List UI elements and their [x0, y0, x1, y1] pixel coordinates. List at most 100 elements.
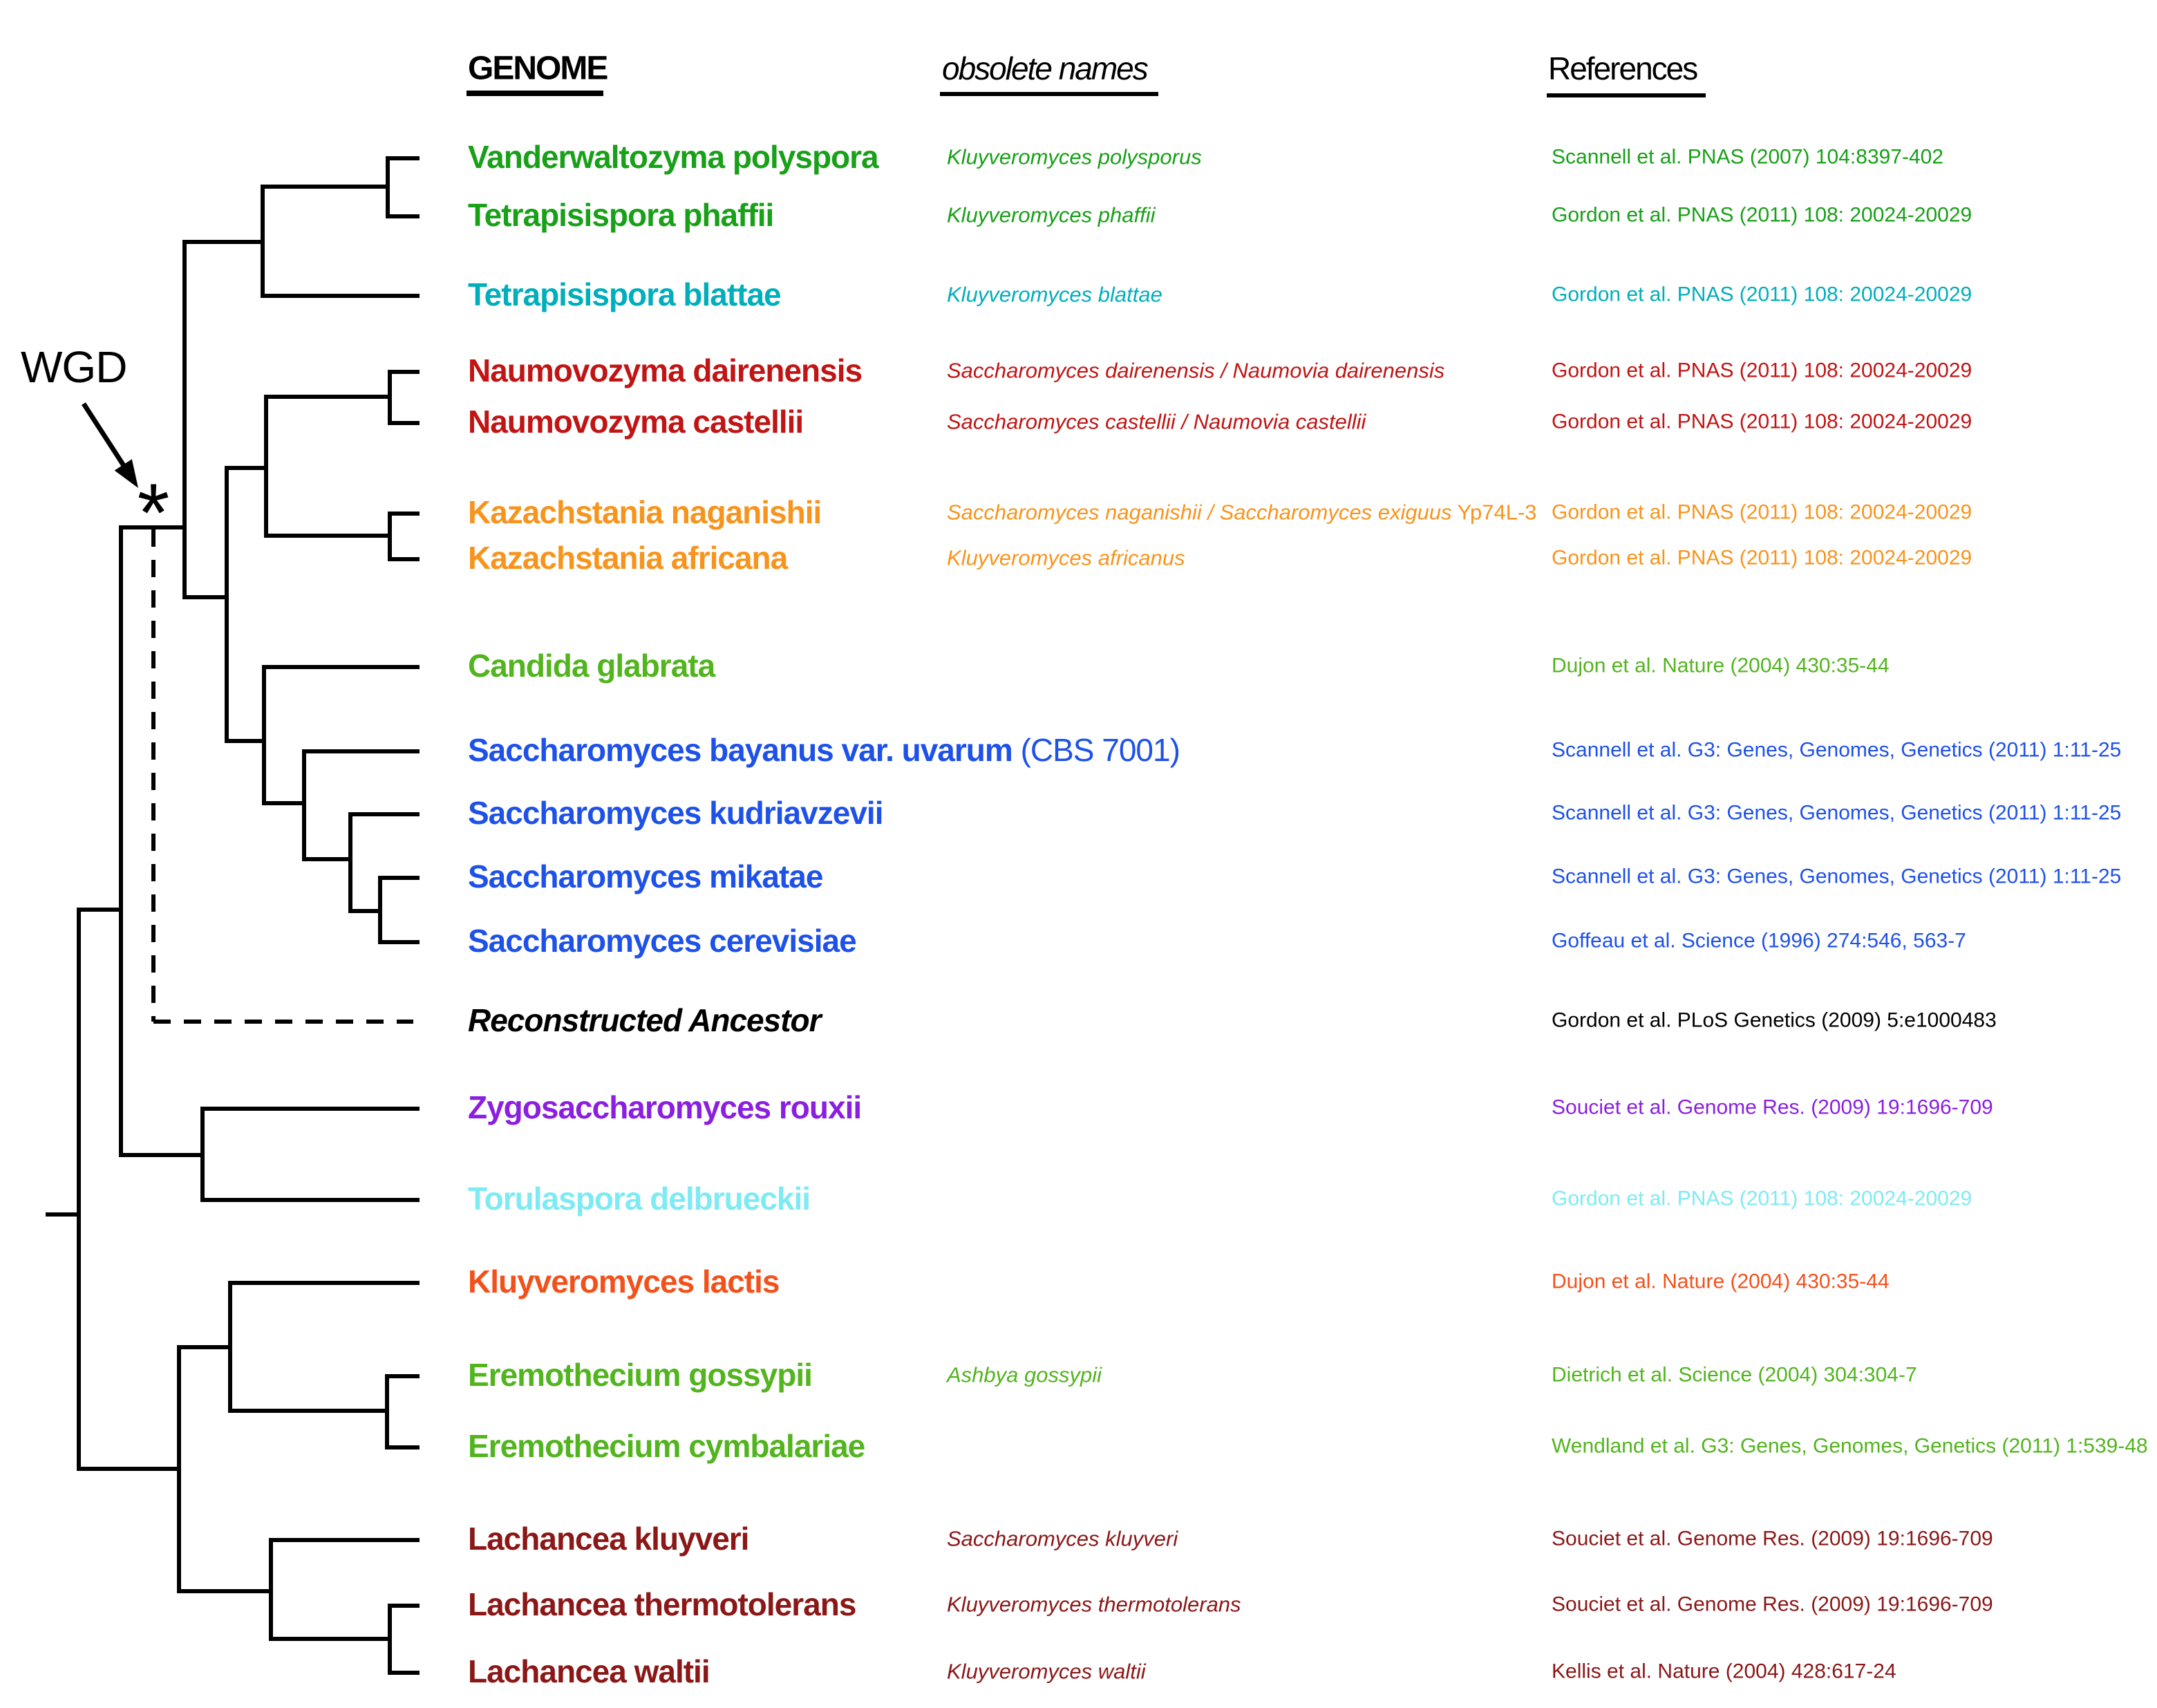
obsolete-name-text: Kluyveromyces thermotolerans: [947, 1592, 1241, 1617]
genome-name-text: Saccharomyces kudriavzevii: [468, 794, 883, 831]
obsolete-name: Kluyveromyces africanus: [947, 546, 1185, 571]
reference: Gordon et al. PNAS (2011) 108: 20024-200…: [1552, 203, 1972, 227]
reference: Scannell et al. G3: Genes, Genomes, Gene…: [1552, 801, 2122, 825]
tree-branch-v: [348, 812, 352, 913]
genome-name: Saccharomyces bayanus var. uvarum (CBS 7…: [468, 731, 1180, 769]
obsolete-names-column-header: obsolete names: [942, 50, 1149, 86]
tree-branch-v: [264, 395, 268, 538]
genome-name: Kluyveromyces lactis: [468, 1263, 780, 1300]
obsolete-header-underline: [940, 92, 1158, 96]
reference: Scannell et al. PNAS (2007) 104:8397-402: [1552, 145, 1944, 169]
obsolete-name-text: Saccharomyces dairenensis / Naumovia dai…: [947, 358, 1445, 383]
genome-name-text: Saccharomyces cerevisiae: [468, 922, 857, 959]
genome-name-text: Eremothecium gossypii: [468, 1356, 813, 1393]
obsolete-name: Ashbya gossypii: [947, 1363, 1102, 1388]
genome-name-text: Torulaspora delbrueckii: [468, 1180, 811, 1217]
genome-name: Eremothecium cymbalariae: [468, 1427, 865, 1465]
obsolete-name-text: Ashbya gossypii: [947, 1362, 1102, 1387]
obsolete-name: Saccharomyces kluyveri: [947, 1527, 1178, 1552]
tree-branch-h: [350, 812, 420, 816]
tree-branch-h: [121, 525, 185, 529]
genome-name: Tetrapisispora blattae: [468, 276, 782, 313]
ancestor-dashed-line-v: [151, 529, 156, 1022]
genome-name-text: Vanderwaltozyma polyspora: [468, 138, 879, 175]
tree-branch-v: [77, 908, 81, 1471]
obsolete-name-plain-suffix: Yp74L-3: [1451, 500, 1537, 525]
tree-branch-h: [185, 240, 263, 244]
tree-branch-v: [386, 156, 390, 218]
genome-name-text: Lachancea thermotolerans: [468, 1586, 856, 1622]
genome-name-text: Candida glabrata: [468, 647, 715, 684]
reference: Souciet et al. Genome Res. (2009) 19:169…: [1552, 1593, 1993, 1616]
tree-branch-h: [387, 1445, 420, 1449]
obsolete-name-text: Kluyveromyces phaffii: [947, 203, 1156, 227]
genome-name: Torulaspora delbrueckii: [468, 1180, 811, 1217]
reference: Souciet et al. Genome Res. (2009) 19:169…: [1552, 1096, 1993, 1119]
tree-branch-h: [185, 595, 227, 599]
genome-name-suffix: (CBS 7001): [1012, 731, 1180, 768]
genome-name-text: Naumovozyma dairenensis: [468, 352, 863, 388]
obsolete-name: Kluyveromyces blattae: [947, 283, 1162, 308]
genome-name-text: Zygosaccharomyces rouxii: [468, 1089, 862, 1125]
tree-branch-h: [263, 185, 388, 189]
reference: Gordon et al. PNAS (2011) 108: 20024-200…: [1552, 410, 1972, 433]
genome-name-text: Saccharomyces mikatae: [468, 858, 823, 894]
tree-branch-v: [388, 512, 392, 561]
tree-branch-h: [266, 534, 390, 538]
genome-name-text: Kluyveromyces lactis: [468, 1263, 780, 1299]
genome-name-text: Eremothecium cymbalariae: [468, 1427, 865, 1464]
genome-name-text: Lachancea waltii: [468, 1653, 710, 1689]
reference: Dujon et al. Nature (2004) 430:35-44: [1552, 654, 1890, 677]
obsolete-name: Kluyveromyces waltii: [947, 1660, 1146, 1684]
tree-branch-h: [388, 156, 420, 160]
reference: Gordon et al. PNAS (2011) 108: 20024-200…: [1552, 283, 1972, 306]
tree-branch-h: [390, 421, 420, 425]
tree-branch-v: [388, 1604, 392, 1675]
reference: Dietrich et al. Science (2004) 304:304-7: [1552, 1363, 1917, 1387]
genome-name-text: Kazachstania naganishii: [468, 494, 822, 530]
obsolete-name: Kluyveromyces phaffii: [947, 203, 1156, 228]
tree-branch-v: [388, 370, 392, 425]
tree-branch-v: [228, 1281, 232, 1413]
tree-branch-h: [46, 1212, 79, 1217]
genome-name: Saccharomyces mikatae: [468, 858, 823, 895]
tree-branch-h: [227, 739, 264, 743]
obsolete-name-text: Kluyveromyces waltii: [947, 1659, 1146, 1684]
obsolete-name: Saccharomyces naganishii / Saccharomyces…: [947, 500, 1537, 525]
genome-name-text: Tetrapisispora phaffii: [468, 196, 774, 233]
tree-branch-h: [266, 395, 390, 399]
genome-name: Lachancea kluyveri: [468, 1520, 749, 1557]
genome-header-underline: [467, 91, 603, 96]
tree-branch-h: [271, 1538, 420, 1542]
genome-name: Kazachstania naganishii: [468, 494, 822, 531]
tree-branch-h: [390, 512, 420, 516]
reference: Wendland et al. G3: Genes, Genomes, Gene…: [1552, 1434, 2148, 1458]
reference: Scannell et al. G3: Genes, Genomes, Gene…: [1552, 865, 2122, 888]
tree-branch-v: [182, 240, 187, 599]
genome-name: Candida glabrata: [468, 647, 715, 684]
obsolete-name-text: Kluyveromyces blattae: [947, 282, 1162, 307]
tree-branch-v: [261, 185, 265, 298]
genome-name: Vanderwaltozyma polyspora: [468, 138, 879, 176]
tree-branch-v: [200, 1107, 205, 1202]
tree-branch-h: [263, 294, 420, 298]
obsolete-name-text: Kluyveromyces polysporus: [947, 144, 1202, 169]
tree-branch-v: [262, 665, 266, 805]
tree-branch-h: [390, 1671, 420, 1675]
tree-branch-h: [271, 1637, 390, 1641]
tree-branch-h: [227, 466, 266, 470]
tree-branch-h: [79, 1467, 179, 1471]
tree-branch-v: [269, 1538, 273, 1641]
tree-branch-h: [264, 801, 304, 805]
tree-branch-v: [225, 466, 229, 743]
genome-name: Eremothecium gossypii: [468, 1356, 813, 1393]
genome-name: Zygosaccharomyces rouxii: [468, 1089, 862, 1126]
genome-name: Saccharomyces cerevisiae: [468, 922, 857, 959]
genome-name: Lachancea thermotolerans: [468, 1586, 856, 1623]
genome-name: Reconstructed Ancestor: [468, 1002, 822, 1039]
tree-branch-h: [304, 857, 350, 861]
tree-branch-h: [179, 1589, 271, 1593]
reference: Goffeau et al. Science (1996) 274:546, 5…: [1552, 929, 1966, 952]
ancestor-dashed-line-h: [153, 1020, 413, 1024]
reference: Dujon et al. Nature (2004) 430:35-44: [1552, 1270, 1890, 1293]
